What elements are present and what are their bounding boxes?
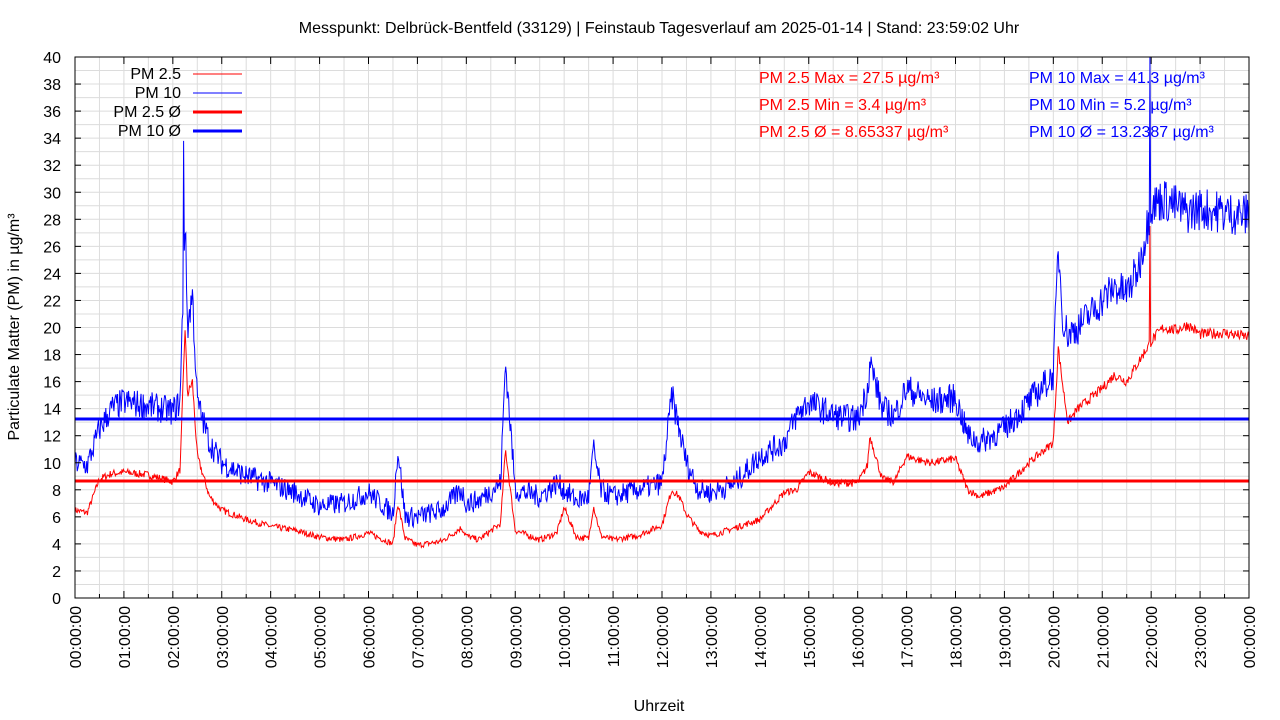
- x-tick-label: 23:00:00: [1193, 606, 1210, 668]
- pm10-max-label: PM 10 Max = 41.3 µg/m³: [1029, 70, 1206, 87]
- x-tick-label: 00:00:00: [1242, 606, 1259, 668]
- x-tick-label: 02:00:00: [166, 606, 183, 668]
- pm25-min-label: PM 2.5 Min = 3.4 µg/m³: [759, 97, 927, 114]
- pm25-max-label: PM 2.5 Max = 27.5 µg/m³: [759, 70, 940, 87]
- y-tick-label: 28: [43, 212, 61, 229]
- y-tick-label: 16: [43, 375, 61, 392]
- y-tick-label: 18: [43, 348, 61, 365]
- x-tick-label: 11:00:00: [606, 606, 623, 667]
- y-tick-label: 34: [43, 131, 61, 148]
- x-tick-label: 13:00:00: [704, 606, 721, 668]
- x-tick-label: 08:00:00: [459, 606, 476, 668]
- x-tick-label: 10:00:00: [557, 606, 574, 668]
- y-tick-label: 10: [43, 456, 61, 473]
- x-tick-label: 09:00:00: [508, 606, 525, 668]
- x-tick-label: 16:00:00: [851, 606, 868, 668]
- legend-label-pm25: PM 2.5: [130, 66, 181, 83]
- x-tick-label: 03:00:00: [215, 606, 232, 668]
- y-tick-label: 24: [43, 266, 61, 283]
- legend-label-pm25-avg: PM 2.5 Ø: [113, 104, 181, 121]
- y-tick-label: 14: [43, 402, 61, 419]
- legend-label-pm10: PM 10: [135, 85, 181, 102]
- pm10-mean-label: PM 10 Ø = 13.2387 µg/m³: [1029, 124, 1215, 141]
- legend: PM 2.5 PM 10 PM 2.5 Ø PM 10 Ø: [113, 66, 242, 140]
- axis-ticks: [74, 56, 1250, 599]
- series-line-pm25: [74, 226, 1250, 549]
- x-tick-label: 19:00:00: [997, 606, 1014, 668]
- legend-label-pm10-avg: PM 10 Ø: [118, 123, 181, 140]
- stats-annotations: PM 2.5 Max = 27.5 µg/m³ PM 2.5 Min = 3.4…: [759, 70, 1215, 141]
- y-tick-label: 36: [43, 104, 61, 121]
- y-tick-label: 38: [43, 77, 61, 94]
- x-tick-label: 04:00:00: [264, 606, 281, 668]
- pm10-min-label: PM 10 Min = 5.2 µg/m³: [1029, 97, 1192, 114]
- pm25-mean-label: PM 2.5 Ø = 8.65337 µg/m³: [759, 124, 949, 141]
- grid: [74, 56, 1250, 599]
- y-tick-label: 6: [52, 510, 61, 527]
- y-tick-label: 0: [52, 591, 61, 608]
- y-axis-label: Particulate Matter (PM) in µg/m³: [6, 213, 23, 441]
- y-tick-label: 32: [43, 158, 61, 175]
- y-tick-label: 20: [43, 321, 61, 338]
- y-tick-label: 26: [43, 239, 61, 256]
- y-tick-label: 22: [43, 293, 61, 310]
- x-tick-label: 07:00:00: [410, 606, 427, 668]
- x-tick-label: 00:00:00: [68, 606, 85, 668]
- x-tick-label: 17:00:00: [900, 606, 917, 668]
- y-tick-label: 30: [43, 185, 61, 202]
- x-axis-label: Uhrzeit: [634, 698, 685, 715]
- y-tick-label: 2: [52, 564, 61, 581]
- x-tick-label: 14:00:00: [753, 606, 770, 668]
- x-tick-label: 22:00:00: [1144, 606, 1161, 668]
- x-tick-label: 20:00:00: [1046, 606, 1063, 668]
- x-tick-label: 18:00:00: [949, 606, 966, 668]
- axis-tick-labels: 024681012141618202224262830323436384000:…: [43, 50, 1259, 668]
- x-tick-label: 01:00:00: [117, 606, 134, 668]
- x-tick-label: 06:00:00: [362, 606, 379, 668]
- average-lines: [75, 417, 1249, 483]
- x-tick-label: 05:00:00: [313, 606, 330, 668]
- x-tick-label: 15:00:00: [802, 606, 819, 668]
- x-tick-label: 21:00:00: [1095, 606, 1112, 668]
- chart-title: Messpunkt: Delbrück-Bentfeld (33129) | F…: [299, 20, 1020, 37]
- y-tick-label: 40: [43, 50, 61, 67]
- y-tick-label: 8: [52, 483, 61, 500]
- y-tick-label: 4: [52, 537, 61, 554]
- x-tick-label: 12:00:00: [655, 606, 672, 668]
- y-tick-label: 12: [43, 429, 61, 446]
